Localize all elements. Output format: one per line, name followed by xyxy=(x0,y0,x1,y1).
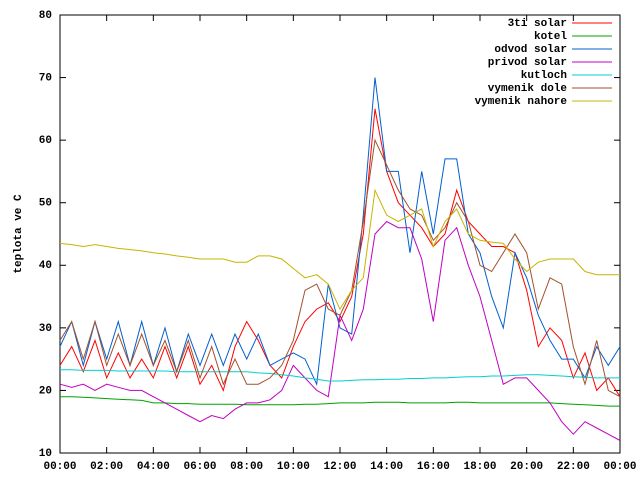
x-tick-label: 00:00 xyxy=(43,461,76,473)
x-tick-label: 12:00 xyxy=(323,461,356,473)
series-line xyxy=(60,396,620,407)
legend-label: vymenik nahore xyxy=(475,96,568,108)
series-line xyxy=(59,188,620,311)
y-tick-label: 50 xyxy=(39,198,52,210)
x-tick-label: 14:00 xyxy=(370,461,403,473)
legend-label: vymenik dole xyxy=(488,83,568,95)
y-tick-label: 60 xyxy=(39,135,52,147)
x-tick-label: 08:00 xyxy=(230,461,263,473)
x-tick-label: 00:00 xyxy=(603,461,636,473)
x-tick-label: 22:00 xyxy=(557,461,590,473)
y-tick-label: 80 xyxy=(39,10,52,22)
y-axis-label: teplota ve C xyxy=(13,194,25,274)
x-tick-label: 04:00 xyxy=(137,461,170,473)
y-tick-label: 40 xyxy=(39,260,52,272)
series-line xyxy=(59,77,621,387)
y-tick-label: 30 xyxy=(39,323,52,335)
legend-label: kutloch xyxy=(521,70,567,82)
series-line xyxy=(60,369,620,382)
x-tick-label: 10:00 xyxy=(277,461,310,473)
series-line xyxy=(59,138,621,398)
x-tick-label: 20:00 xyxy=(510,461,543,473)
legend-label: odvod solar xyxy=(494,44,567,56)
y-tick-label: 70 xyxy=(39,72,52,84)
x-tick-label: 02:00 xyxy=(90,461,123,473)
series-line xyxy=(59,108,621,397)
legend-label: 3ti solar xyxy=(508,18,567,30)
x-tick-label: 18:00 xyxy=(463,461,496,473)
x-tick-label: 16:00 xyxy=(417,461,450,473)
y-tick-label: 20 xyxy=(39,385,52,397)
y-tick-label: 10 xyxy=(39,448,52,460)
x-tick-label: 06:00 xyxy=(183,461,216,473)
legend-label: privod solar xyxy=(488,57,567,69)
legend-label: kotel xyxy=(534,31,567,43)
